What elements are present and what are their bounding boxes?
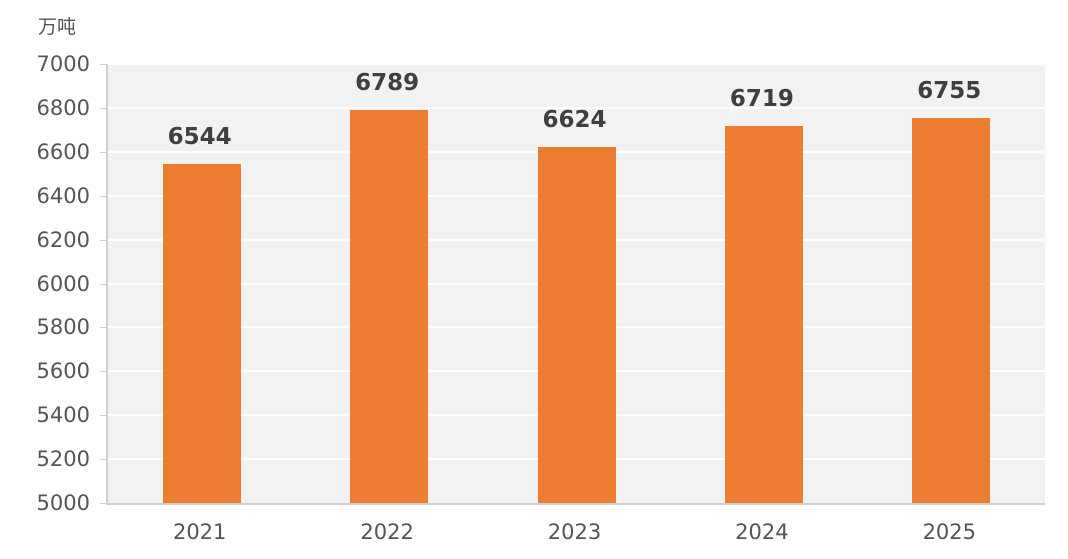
gridline xyxy=(108,63,1045,65)
y-tick-label: 5400 xyxy=(36,403,90,428)
y-tick-mark xyxy=(100,371,108,373)
y-tick-mark xyxy=(100,195,108,197)
bar-2021 xyxy=(162,164,241,503)
y-tick-label: 5200 xyxy=(36,447,90,472)
x-tick-label: 2021 xyxy=(172,520,227,544)
data-label: 6789 xyxy=(355,70,420,97)
y-axis-unit-label: 万吨 xyxy=(38,16,77,38)
data-label: 6624 xyxy=(542,106,607,133)
x-tick-label: 2024 xyxy=(735,520,789,544)
y-tick-mark xyxy=(100,107,108,109)
x-tick-label: 2023 xyxy=(547,520,602,544)
gridline xyxy=(108,106,1045,109)
x-tick-label: 2022 xyxy=(360,520,414,544)
y-tick-label: 5600 xyxy=(36,359,90,384)
bar-2022 xyxy=(350,110,429,503)
data-label: 6755 xyxy=(917,77,982,104)
y-tick-mark xyxy=(100,503,108,504)
y-tick-mark xyxy=(100,64,108,65)
y-tick-mark xyxy=(100,151,108,153)
y-tick-label: 5800 xyxy=(36,315,90,340)
plot-area xyxy=(100,63,1045,505)
y-tick-label: 6400 xyxy=(36,183,90,208)
y-tick-label: 6800 xyxy=(36,95,90,120)
data-label: 6719 xyxy=(729,85,794,112)
y-tick-mark xyxy=(100,239,108,241)
y-tick-label: 6600 xyxy=(36,139,90,164)
bar-2024 xyxy=(724,125,803,503)
bar-2025 xyxy=(912,117,991,503)
y-tick-mark xyxy=(100,283,108,285)
x-tick-label: 2025 xyxy=(922,520,977,544)
y-tick-label: 6000 xyxy=(36,271,90,296)
y-tick-label: 5000 xyxy=(36,491,90,515)
y-tick-label: 7000 xyxy=(36,52,90,76)
bar-2023 xyxy=(537,146,616,503)
y-tick-mark xyxy=(100,459,108,461)
y-tick-mark xyxy=(100,327,108,329)
y-tick-mark xyxy=(100,415,108,417)
y-tick-label: 6200 xyxy=(36,227,90,252)
data-label: 6544 xyxy=(167,124,232,151)
